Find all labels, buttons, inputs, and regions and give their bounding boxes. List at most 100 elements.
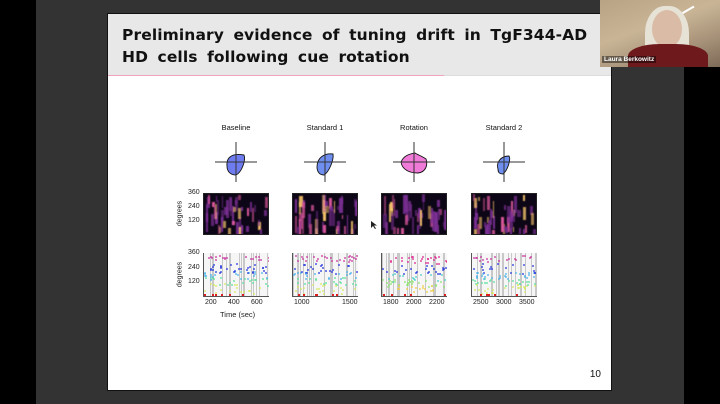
- spike-dot: [261, 267, 264, 270]
- spike-dot: [351, 256, 354, 259]
- spike-dot: [207, 256, 210, 259]
- spike-dot: [340, 292, 343, 295]
- spike-dot: [411, 256, 414, 259]
- trajectory-line: [352, 253, 354, 296]
- spike-dot: [505, 266, 508, 269]
- heatmap-streak: [328, 209, 332, 226]
- slide-title: Preliminary evidence of tuning drift in …: [122, 26, 588, 66]
- spike-dot: [395, 270, 398, 273]
- heatmap-streak: [215, 196, 218, 202]
- spike-dot: [244, 277, 247, 280]
- heatmap-streak: [393, 199, 396, 216]
- spike-dot: [479, 260, 482, 263]
- heatmap-streak: [422, 197, 425, 210]
- spike-dot: [252, 272, 255, 275]
- spike-dot: [493, 281, 496, 284]
- heatmap-streak: [311, 205, 314, 211]
- spike-dot: [439, 272, 442, 275]
- spike-dot: [347, 260, 350, 263]
- heatmap-streak: [421, 194, 425, 202]
- spike-dot: [481, 282, 484, 285]
- heatmap-streak: [439, 209, 443, 215]
- spike-dot: [335, 284, 338, 287]
- spike-dot: [223, 257, 226, 260]
- spike-dot: [299, 287, 302, 290]
- spike-dot: [406, 282, 409, 285]
- spike-dot: [505, 273, 508, 276]
- heatmap-streak: [237, 194, 241, 201]
- spike-dot: [254, 271, 257, 274]
- spike-dot: [293, 267, 296, 270]
- spike-position-scatter: [203, 253, 269, 297]
- heatmap-streak: [235, 222, 239, 234]
- spike-dot: [349, 273, 352, 276]
- trajectory-line: [226, 253, 228, 296]
- spike-dot: [296, 272, 299, 275]
- spike-dot: [346, 273, 349, 276]
- spike-dot: [240, 268, 243, 271]
- spike-dot: [444, 267, 447, 270]
- x-tick-label: 3000: [496, 299, 512, 306]
- heatmap-streak: [245, 226, 250, 233]
- heatmap-streak: [411, 217, 414, 234]
- spike-dot: [333, 277, 336, 280]
- heatmap-streak: [253, 204, 256, 213]
- spike-dot: [484, 289, 487, 292]
- spike-dot: [252, 271, 254, 274]
- trajectory-line: [253, 253, 255, 296]
- spike-dot: [246, 271, 249, 274]
- spike-dot: [257, 258, 260, 261]
- heatmap-streak: [228, 228, 232, 234]
- heatmap-streak: [444, 210, 446, 230]
- spike-dot: [315, 277, 318, 280]
- heatmap-streak: [428, 206, 431, 220]
- spike-dot: [225, 267, 228, 270]
- heatmap-streak: [503, 225, 506, 230]
- spike-dot: [215, 294, 218, 296]
- heatmap-streak: [315, 210, 319, 229]
- trajectory-line: [397, 253, 399, 296]
- participant-video[interactable]: Laura Berkowitz: [600, 0, 720, 67]
- spike-dot: [407, 261, 410, 264]
- heatmap-streak: [391, 213, 394, 231]
- spike-dot: [221, 294, 224, 296]
- spike-dot: [418, 288, 421, 291]
- spike-dot: [479, 294, 482, 296]
- heatmap-streak: [477, 196, 480, 201]
- spike-dot: [383, 294, 386, 296]
- heatmap-streak: [416, 225, 420, 234]
- spike-dot: [426, 265, 429, 268]
- spike-dot: [240, 290, 243, 293]
- heatmap-streak: [220, 209, 224, 222]
- heatmap-streak: [485, 225, 488, 234]
- heatmap-streak: [301, 215, 304, 234]
- heatmap-streak: [383, 196, 386, 216]
- heatmap-streak: [389, 202, 393, 212]
- spike-dot: [488, 280, 491, 283]
- trajectory-line: [498, 253, 500, 296]
- heatmap-streak: [212, 201, 216, 207]
- spike-dot: [316, 257, 319, 260]
- spike-dot: [481, 275, 484, 277]
- column-title: Rotation: [400, 123, 428, 132]
- spike-dot: [440, 274, 443, 277]
- heatmap-streak: [477, 223, 481, 234]
- spike-dot: [229, 282, 232, 285]
- spike-dot: [426, 290, 429, 293]
- spike-dot: [211, 265, 214, 268]
- trajectory-line: [536, 253, 537, 296]
- trajectory-line: [238, 253, 240, 296]
- spike-dot: [527, 271, 530, 274]
- spike-dot: [382, 268, 385, 271]
- trajectory-line: [229, 253, 231, 296]
- heatmap-streak: [238, 207, 241, 219]
- spike-dot: [444, 279, 447, 282]
- spike-dot: [354, 279, 357, 282]
- heatmap-streak: [486, 224, 489, 234]
- spike-dot: [476, 257, 479, 260]
- trajectory-line: [479, 253, 481, 296]
- spike-dot: [402, 272, 405, 275]
- heatmap-streak: [410, 203, 413, 219]
- spike-dot: [297, 281, 300, 284]
- heatmap-streak: [492, 201, 495, 218]
